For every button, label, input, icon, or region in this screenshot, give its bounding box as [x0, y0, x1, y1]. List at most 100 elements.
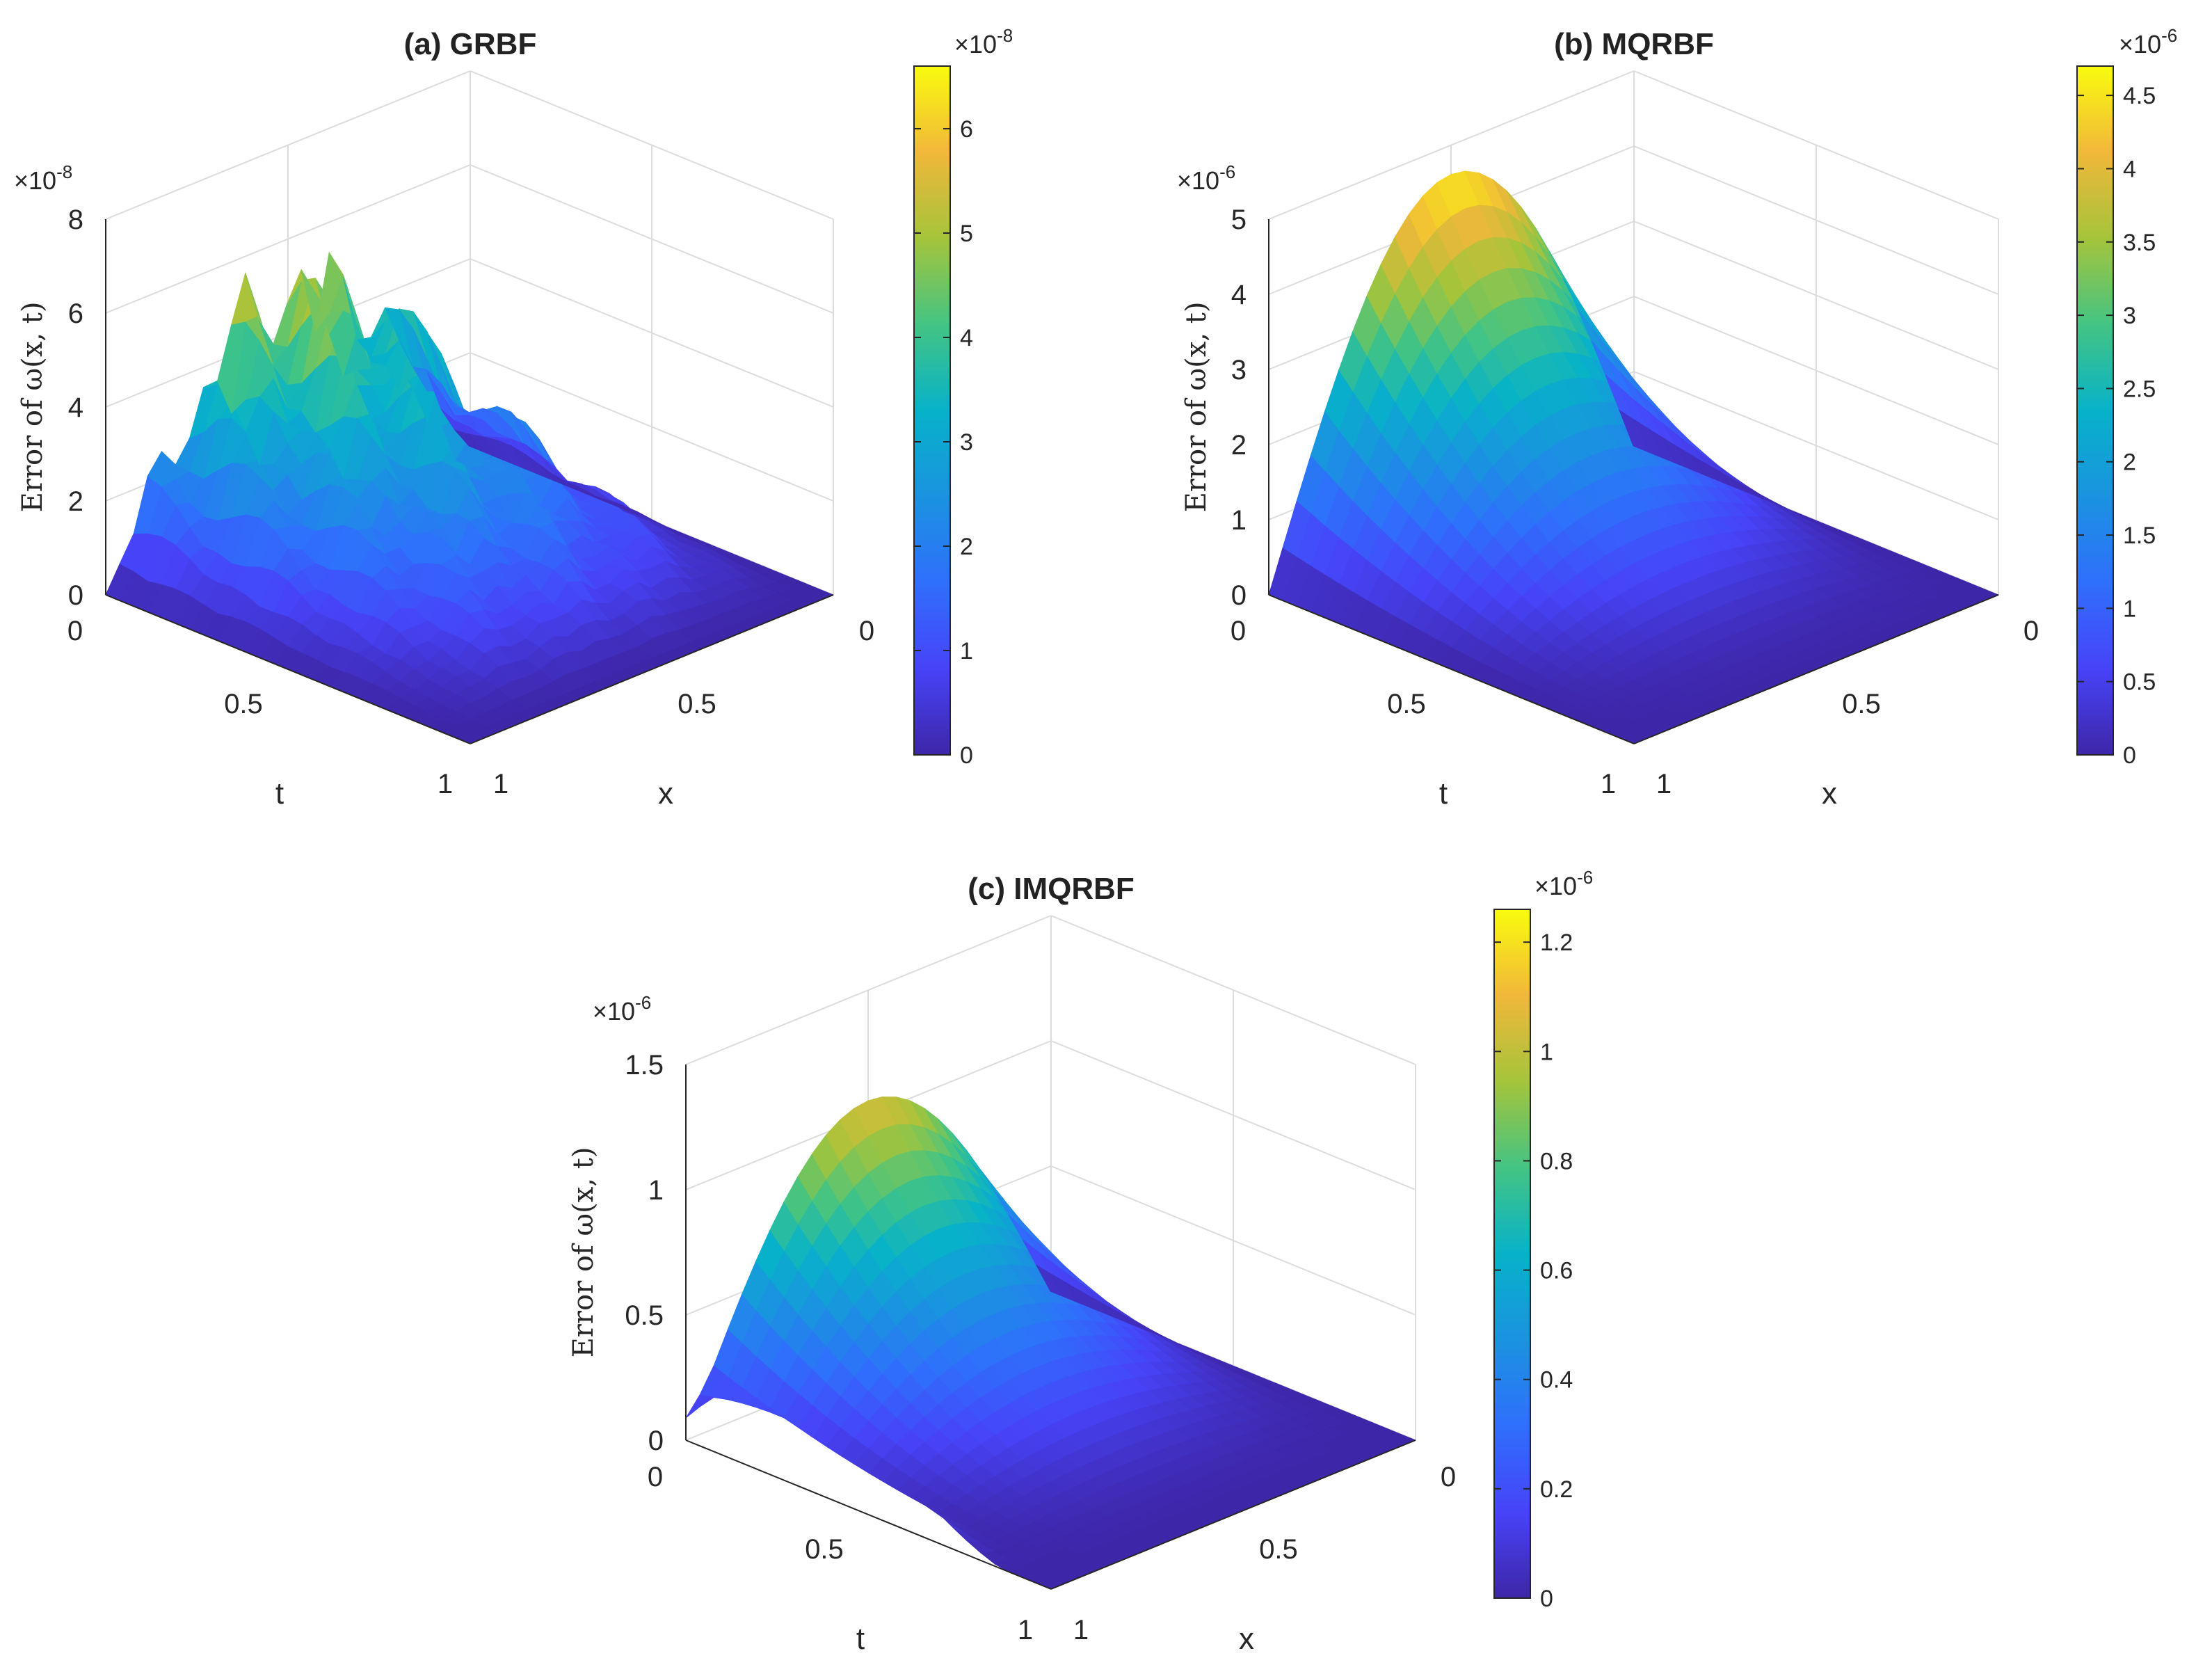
- colorbar-tick-label: 0: [2123, 742, 2136, 769]
- x-ticks-a: 0 0.5 1: [493, 616, 874, 799]
- colorbar-tick-label: 0: [1540, 1586, 1553, 1612]
- colorbar-tick-label: 1.5: [2123, 523, 2156, 549]
- x-tick: 0: [1441, 1462, 1456, 1492]
- colorbar-exponent-power: -8: [997, 25, 1013, 46]
- z-exponent-power: -8: [56, 161, 72, 182]
- z-tick: 2: [68, 486, 83, 517]
- z-tick: 0: [1231, 580, 1247, 611]
- panel-c: (c) IMQRBF 0 0.5 1 1.5 ×10-6 Error of ω(…: [568, 867, 1593, 1656]
- x-ticks-c: 0 0.5 1: [1073, 1462, 1456, 1645]
- x-ticks-b: 0 0.5 1: [1656, 616, 2039, 799]
- colorbar-c: 0 0.2 0.4 0.6 0.8 1 1.2 ×10-6: [1493, 867, 1593, 1612]
- t-tick: 0.5: [805, 1534, 844, 1565]
- colorbar-tick-label: 0: [960, 742, 973, 769]
- z-axis-label-b: Error of ω(x, t): [1180, 302, 1212, 513]
- x-tick: 1: [1656, 769, 1672, 799]
- colorbar-exponent-base: ×10: [2119, 30, 2161, 58]
- colorbar-tick-label: 3: [960, 429, 973, 456]
- panel-b: (b) MQRBF 0 1 2 3 4 5 ×10-6 Error of ω(x…: [1177, 25, 2177, 811]
- z-exponent-base: ×10: [14, 166, 56, 195]
- t-ticks-a: 0 0.5 1: [67, 616, 453, 799]
- t-ticks-c: 0 0.5 1: [648, 1462, 1033, 1645]
- colorbar-tick-label: 4.5: [2123, 83, 2156, 109]
- x-tick: 0.5: [1259, 1534, 1298, 1565]
- surface-a: [105, 251, 835, 744]
- surface-patch: [1035, 1264, 1066, 1298]
- x-tick: 0: [859, 616, 874, 646]
- z-tick: 2: [1231, 430, 1247, 461]
- colorbar-c-exponent: ×10-6: [1534, 867, 1593, 900]
- colorbar-tick-label: 1: [1540, 1039, 1553, 1065]
- z-exponent-c: ×10-6: [593, 992, 651, 1026]
- z-exponent-b: ×10-6: [1177, 161, 1235, 195]
- x-tick: 0.5: [1842, 689, 1881, 719]
- colorbar-b: 0 0.5 1 1.5 2 2.5 3 3.5 4 4.5 ×10-6: [2076, 25, 2177, 769]
- z-tick: 0: [648, 1426, 664, 1456]
- colorbar-tick-label: 6: [960, 116, 973, 143]
- z-ticks-c: 0 0.5 1 1.5: [625, 1050, 664, 1456]
- z-exponent-power: -6: [1219, 161, 1235, 182]
- t-axis-label-a: t: [275, 776, 284, 811]
- colorbar-tick-label: 3.5: [2123, 230, 2156, 256]
- x-axis-label-a: x: [658, 776, 673, 811]
- colorbar-tick-label: 0.8: [1540, 1148, 1573, 1174]
- t-tick: 0.5: [224, 689, 263, 719]
- t-tick: 1: [438, 769, 453, 799]
- z-tick: 8: [68, 205, 83, 235]
- colorbar-exponent-base: ×10: [1534, 872, 1577, 900]
- x-tick: 0: [2023, 616, 2039, 646]
- surface-patch: [685, 1394, 715, 1419]
- chart-title-b: (b) MQRBF: [1554, 27, 1714, 61]
- z-tick: 3: [1231, 355, 1247, 385]
- z-exponent-power: -6: [635, 992, 651, 1013]
- colorbar-tick-label: 2: [2123, 449, 2136, 476]
- t-axis-label-c: t: [856, 1622, 865, 1656]
- t-tick: 0: [1231, 616, 1246, 646]
- axis-lines-b: [1268, 219, 1999, 744]
- colorbar-tick-label: 0.5: [2123, 669, 2156, 696]
- colorbar-tick-label: 1.2: [1540, 930, 1573, 956]
- chart-title-a: (a) GRBF: [404, 27, 537, 61]
- surface-patch: [1618, 409, 1648, 452]
- x-tick: 1: [493, 769, 508, 799]
- t-tick: 0: [67, 616, 83, 646]
- colorbar-b-ticks: 0 0.5 1 1.5 2 2.5 3 3.5 4 4.5: [2077, 83, 2156, 769]
- surface-c: [685, 1096, 1417, 1590]
- z-tick: 4: [68, 392, 83, 423]
- z-axis-label-c: Error of ω(x, t): [568, 1147, 600, 1358]
- colorbar-a-ticks: 0 1 2 3 4 5 6: [914, 116, 973, 769]
- colorbar-a-gradient: [913, 65, 951, 756]
- t-tick: 0.5: [1387, 689, 1426, 719]
- z-tick: 1.5: [625, 1050, 664, 1080]
- colorbar-tick-label: 2: [960, 534, 973, 560]
- colorbar-tick-label: 0.6: [1540, 1258, 1573, 1284]
- t-tick: 0: [648, 1462, 663, 1492]
- z-axis-label-a: Error of ω(x, t): [17, 302, 49, 513]
- chart-title-c: (c) IMQRBF: [968, 872, 1135, 906]
- colorbar-tick-label: 5: [960, 221, 973, 247]
- z-tick: 1: [648, 1175, 664, 1206]
- axis-lines-c: [685, 1064, 1416, 1590]
- colorbar-exponent-base: ×10: [954, 30, 997, 58]
- colorbar-b-gradient: [2076, 65, 2114, 756]
- x-axis-label-c: x: [1239, 1622, 1254, 1656]
- z-tick: 5: [1231, 205, 1247, 235]
- x-tick: 1: [1073, 1615, 1089, 1645]
- colorbar-tick-label: 2.5: [2123, 376, 2156, 402]
- colorbar-a-exponent: ×10-8: [954, 25, 1013, 58]
- colorbar-tick-label: 4: [2123, 156, 2136, 182]
- z-tick: 0.5: [625, 1300, 664, 1331]
- z-ticks-b: 0 1 2 3 4 5: [1231, 205, 1247, 611]
- t-tick: 1: [1018, 1615, 1033, 1645]
- colorbar-b-exponent: ×10-6: [2119, 25, 2177, 58]
- colorbar-tick-label: 4: [960, 325, 973, 351]
- z-tick: 1: [1231, 505, 1247, 536]
- surface-patch: [231, 271, 260, 325]
- colorbar-tick-label: 1: [2123, 596, 2136, 622]
- z-exponent-base: ×10: [593, 997, 635, 1026]
- colorbar-tick-label: 0.2: [1540, 1476, 1573, 1503]
- t-tick: 1: [1601, 769, 1616, 799]
- surface-b: [1268, 170, 2000, 744]
- colorbar-tick-label: 3: [2123, 303, 2136, 329]
